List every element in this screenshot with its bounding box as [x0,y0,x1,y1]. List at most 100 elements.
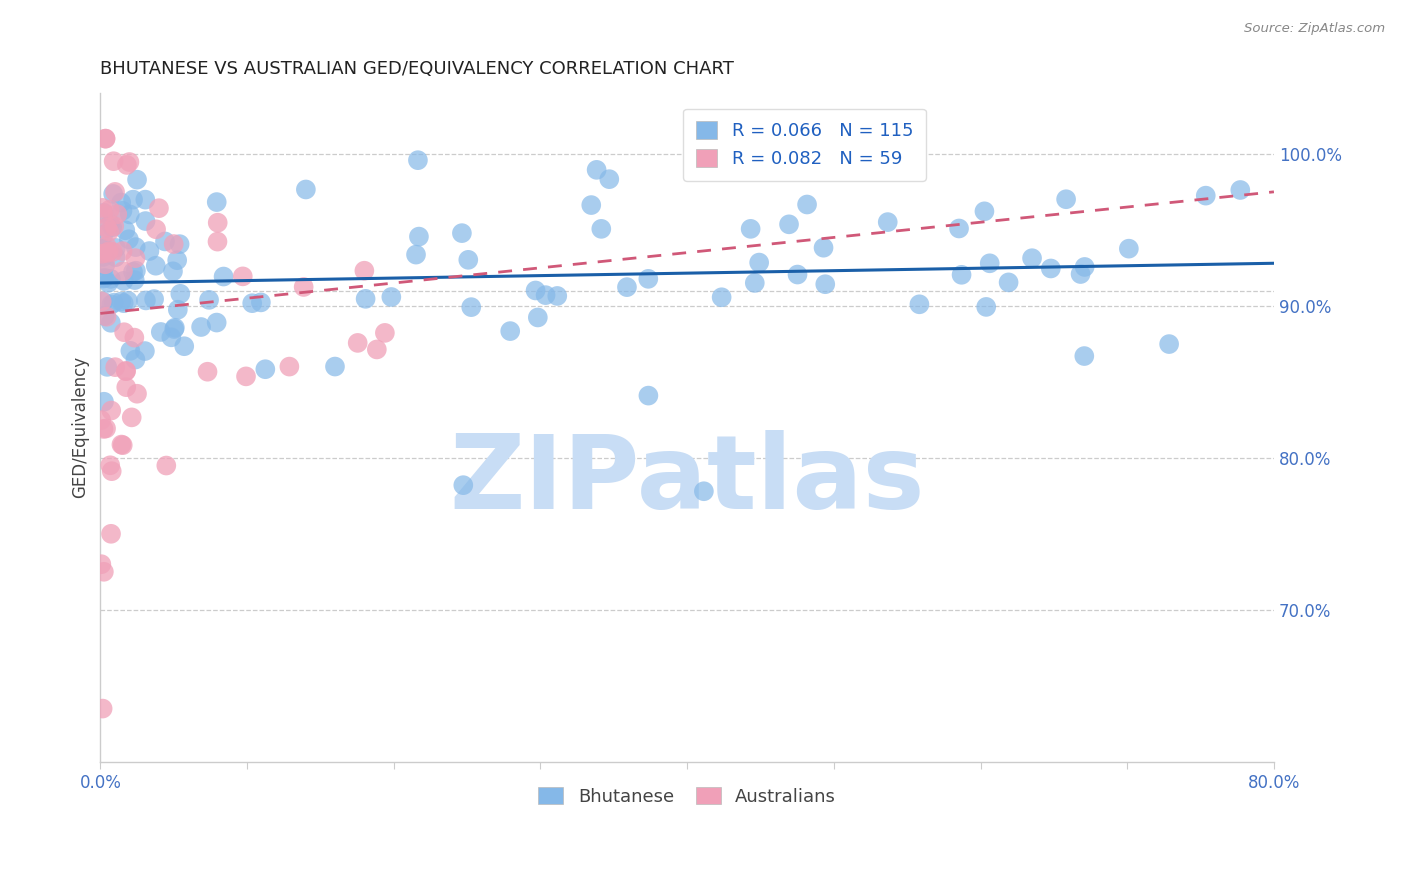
Point [1039,261,1062,276]
Point [778,217,800,231]
Point [118,155,141,169]
Point [91,246,114,260]
Point [278,359,301,374]
Point [974,300,997,314]
Point [979,256,1001,270]
Point [149,325,172,339]
Point [91,242,114,256]
Point [1054,192,1077,206]
Point [91,201,114,215]
Point [98,202,121,217]
Point [104,185,127,199]
Point [100,464,122,478]
Point [591,222,613,236]
Point [786,268,808,282]
Point [232,269,254,284]
Point [117,293,139,308]
Point [120,343,142,358]
Point [100,217,122,231]
Point [115,364,138,378]
Point [408,229,430,244]
Point [100,403,122,417]
Point [160,330,183,344]
Point [148,201,170,215]
Point [908,297,931,311]
Point [254,362,277,376]
Point [451,226,474,240]
Point [813,241,835,255]
Point [121,410,143,425]
Point [112,325,135,339]
Point [997,276,1019,290]
Text: ZIPatlas: ZIPatlas [450,431,925,532]
Point [323,359,346,374]
Point [101,220,124,235]
Point [207,235,229,249]
Point [207,216,229,230]
Point [796,197,818,211]
Point [1073,349,1095,363]
Point [198,293,221,307]
Point [91,250,114,264]
Point [366,343,388,357]
Point [91,701,114,715]
Point [104,241,127,255]
Point [499,324,522,338]
Point [93,565,115,579]
Point [110,437,132,451]
Point [1159,337,1181,351]
Point [91,271,114,285]
Point [637,388,659,402]
Point [380,290,402,304]
Point [527,310,550,325]
Point [100,526,122,541]
Point [125,386,148,401]
Legend: Bhutanese, Australians: Bhutanese, Australians [531,780,844,813]
Point [104,250,127,264]
Point [134,214,156,228]
Point [90,413,112,427]
Point [124,251,146,265]
Point [637,272,659,286]
Point [97,244,120,259]
Point [94,270,117,285]
Point [96,310,118,324]
Point [94,131,117,145]
Point [460,300,482,314]
Point [111,438,134,452]
Point [91,207,114,221]
Point [950,268,973,282]
Point [163,320,186,334]
Point [104,360,127,375]
Point [134,344,156,359]
Y-axis label: GED/Equivalency: GED/Equivalency [72,356,89,499]
Point [100,316,122,330]
Point [94,131,117,145]
Point [163,237,186,252]
Point [111,244,134,259]
Point [740,222,762,236]
Point [138,244,160,258]
Point [166,253,188,268]
Point [114,223,136,237]
Point [111,264,134,278]
Point [948,221,970,235]
Point [581,198,603,212]
Point [124,273,146,287]
Point [240,296,263,310]
Point [100,272,122,286]
Point [90,558,112,572]
Point [124,330,146,344]
Point [1118,242,1140,256]
Point [354,292,377,306]
Point [1073,260,1095,274]
Point [406,153,429,168]
Point [457,252,479,267]
Point [110,294,132,309]
Point [103,154,125,169]
Point [110,195,132,210]
Point [96,246,118,260]
Point [103,219,125,234]
Point [212,269,235,284]
Point [96,239,118,253]
